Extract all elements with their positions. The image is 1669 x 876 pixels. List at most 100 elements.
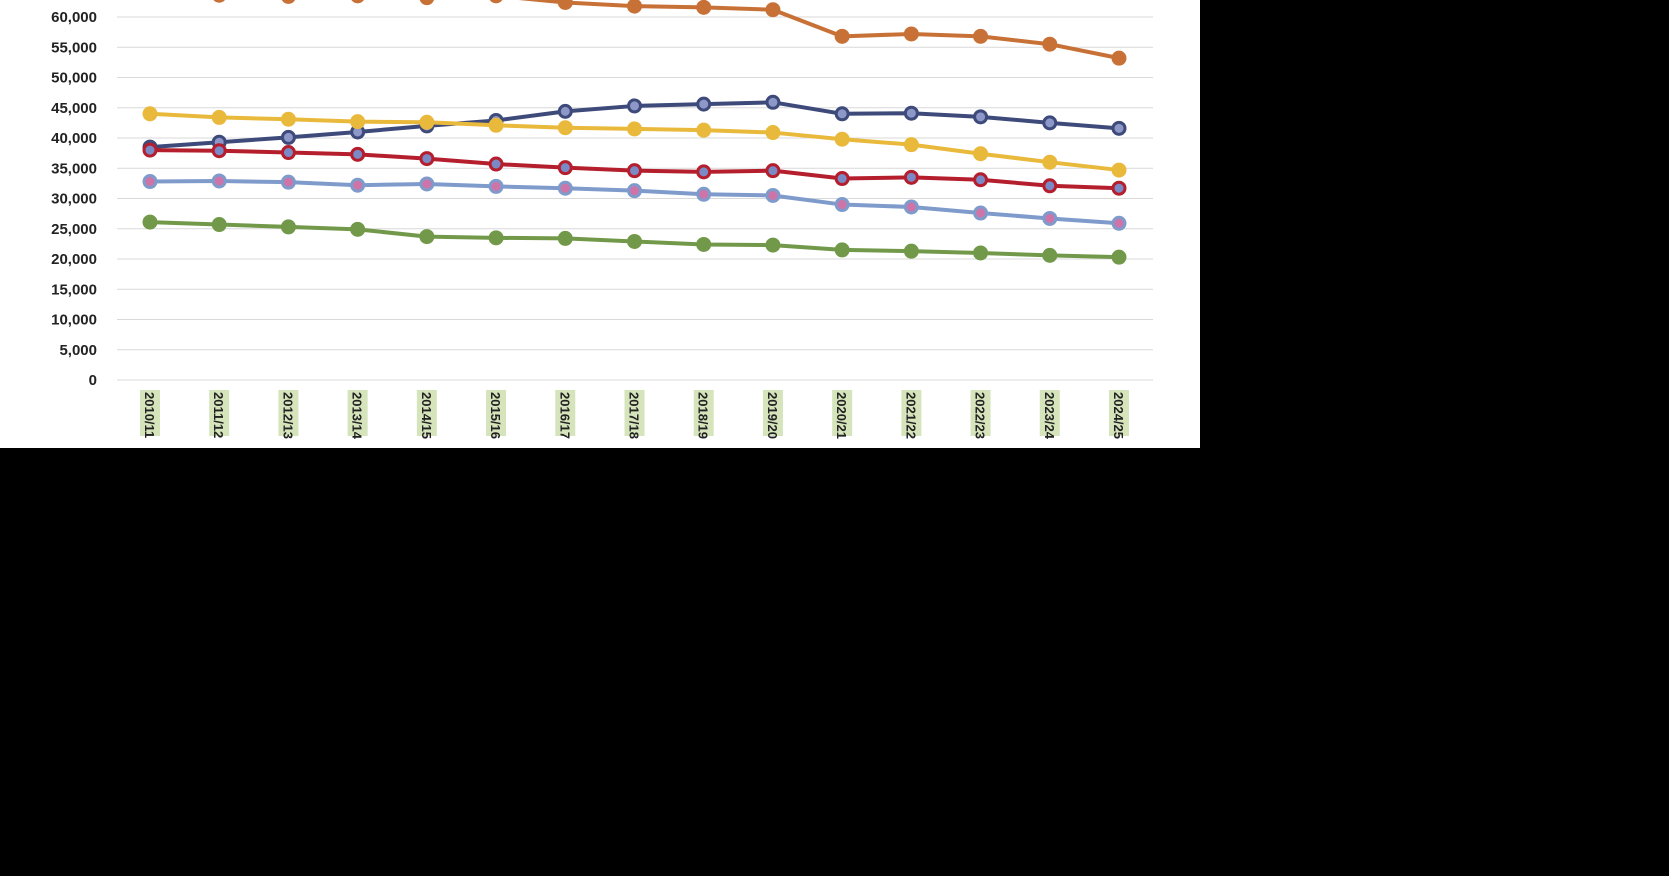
data-point: [1111, 50, 1127, 66]
x-tick-highlight: [209, 390, 230, 436]
x-tick: 2014/15: [416, 390, 437, 439]
data-point: [281, 0, 296, 4]
x-tick-label: 2013/14: [350, 392, 365, 440]
data-point: [627, 163, 642, 179]
data-point: [627, 183, 642, 199]
series-2: [142, 94, 1127, 155]
y-tick-label: 30,000: [51, 191, 97, 208]
data-point: [488, 178, 504, 194]
data-point: [211, 173, 227, 189]
x-tick: 2012/13: [278, 390, 299, 439]
data-point: [419, 229, 435, 245]
data-point: [834, 171, 850, 187]
data-point: [142, 106, 158, 122]
data-point: [350, 177, 366, 193]
data-point: [280, 219, 296, 235]
data-point: [1111, 215, 1127, 231]
x-tick-highlight: [832, 390, 853, 436]
data-point: [973, 109, 989, 125]
data-point: [557, 160, 573, 176]
data-point: [142, 214, 158, 230]
y-tick-label: 0: [89, 372, 97, 389]
data-point: [973, 146, 989, 162]
x-tick-label: 2014/15: [419, 392, 434, 439]
data-point: [557, 0, 573, 10]
y-tick-label: 50,000: [51, 70, 97, 87]
x-tick: 2015/16: [486, 390, 507, 439]
x-tick-label: 2015/16: [488, 392, 503, 439]
x-tick-label: 2012/13: [280, 392, 295, 439]
data-point: [765, 94, 781, 110]
data-point: [280, 174, 296, 190]
data-point: [903, 199, 919, 215]
data-point: [696, 186, 712, 202]
data-point: [903, 26, 919, 42]
data-point: [834, 28, 850, 44]
data-point: [557, 103, 573, 119]
x-tick-label: 2019/20: [765, 392, 780, 439]
x-tick: 2013/14: [347, 390, 368, 440]
data-point: [488, 117, 504, 133]
data-point: [1042, 247, 1058, 263]
data-point: [350, 221, 366, 237]
x-tick-highlight: [278, 390, 299, 436]
data-point: [834, 131, 850, 147]
data-point: [280, 145, 296, 161]
data-point: [696, 236, 712, 252]
y-tick-label: 15,000: [51, 281, 97, 298]
data-point: [765, 187, 781, 203]
data-point: [419, 151, 435, 167]
y-tick-label: 40,000: [51, 130, 97, 147]
x-tick: 2018/19: [693, 390, 714, 439]
data-point: [973, 245, 989, 261]
y-tick-label: 20,000: [51, 251, 97, 268]
chart-panel: 0 5,000 10,000 15,000 20,000 25,000 30,000 35,0…: [0, 0, 1200, 448]
x-tick: 2011/12: [209, 390, 230, 438]
series-lines: [142, 0, 1127, 265]
y-tick-label: 60,000: [51, 9, 97, 26]
y-tick-label: 25,000: [51, 221, 97, 238]
x-tick-highlight: [1109, 390, 1129, 436]
data-point: [211, 217, 227, 233]
data-point: [696, 164, 712, 180]
data-point: [419, 176, 435, 192]
x-tick: 2023/24: [1039, 390, 1060, 440]
data-point: [627, 0, 642, 14]
x-tick-highlight: [555, 390, 576, 436]
x-tick-highlight: [347, 390, 368, 436]
series-3: [142, 106, 1127, 178]
data-point: [696, 0, 712, 15]
data-point: [627, 98, 642, 114]
x-tick: 2022/23: [970, 390, 991, 439]
x-tick-highlight: [1039, 390, 1060, 436]
x-tick-highlight: [624, 390, 645, 436]
y-tick-label: 45,000: [51, 100, 97, 117]
data-point: [1042, 36, 1058, 52]
series-6: [142, 214, 1127, 265]
data-point: [1111, 249, 1127, 265]
x-tick-highlight: [762, 390, 783, 436]
series-4: [142, 142, 1127, 196]
data-point: [557, 120, 573, 136]
data-point: [557, 180, 573, 196]
x-tick-highlight: [486, 390, 507, 436]
data-point: [627, 121, 642, 137]
data-point: [280, 129, 296, 145]
data-point: [1111, 180, 1127, 196]
data-point: [280, 111, 296, 127]
x-tick-label: 2023/24: [1042, 392, 1057, 440]
data-point: [1042, 154, 1058, 170]
x-tick: 2020/21: [832, 390, 853, 439]
x-tick: 2021/22: [901, 390, 922, 439]
data-point: [142, 142, 158, 158]
x-tick-highlight: [693, 390, 714, 436]
data-point: [696, 122, 712, 138]
data-point: [142, 174, 158, 190]
data-point: [1111, 162, 1127, 178]
x-tick-highlight: [416, 390, 437, 436]
x-tick: 2019/20: [762, 390, 783, 439]
data-point: [903, 169, 919, 185]
x-tick: 2024/25: [1109, 390, 1129, 439]
data-point: [1042, 210, 1058, 226]
x-tick-label: 2018/19: [696, 392, 711, 439]
